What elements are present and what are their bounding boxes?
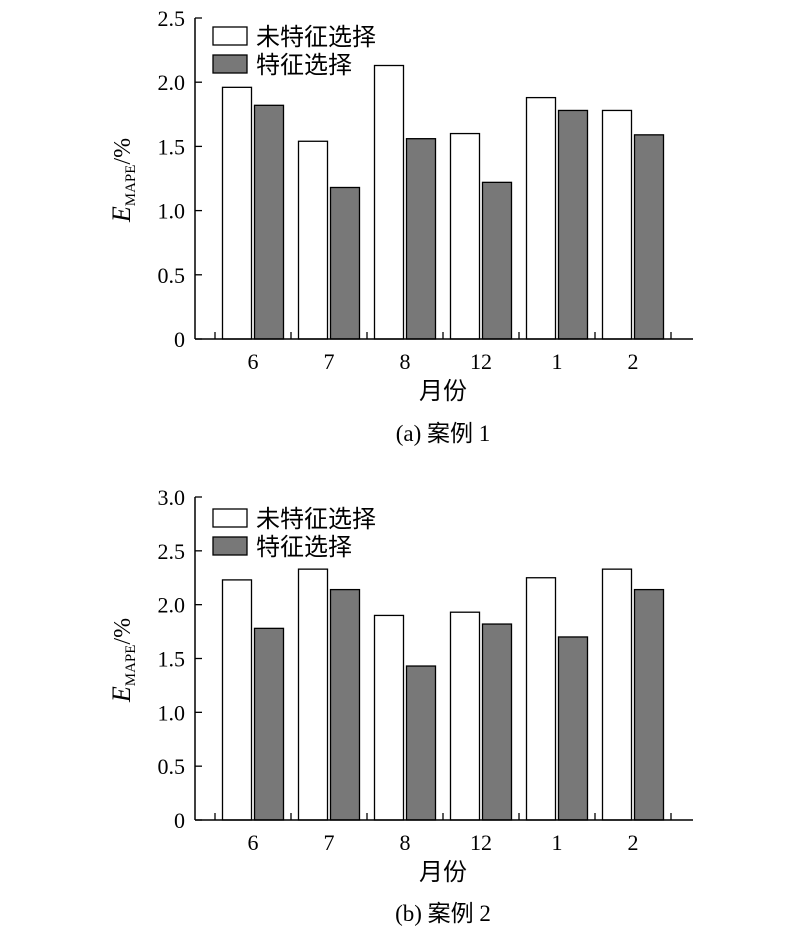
- x-tick-label: 6: [248, 349, 259, 374]
- x-axis-label: 月份: [419, 858, 467, 886]
- y-label-subscript: MAPE: [123, 165, 139, 207]
- bar-feature-selection-6: [253, 104, 285, 340]
- x-tick-label: 2: [628, 349, 639, 374]
- bar-feature-selection-2: [633, 588, 665, 821]
- bar-feature-selection-6: [253, 627, 285, 821]
- bar-feature-selection-1: [557, 636, 589, 821]
- bar-feature-selection-12: [481, 181, 513, 340]
- y-label-unit: /%: [110, 138, 136, 165]
- x-tick-label: 8: [400, 349, 411, 374]
- bar-no-feature-selection-7: [297, 140, 329, 340]
- x-tick-label: 7: [324, 349, 335, 374]
- y-label-unit: /%: [110, 618, 136, 645]
- y-label-main: E: [107, 206, 136, 223]
- y-tick-label: 0.5: [158, 754, 186, 779]
- x-tick-label: 6: [248, 830, 259, 855]
- bar-no-feature-selection-1: [525, 577, 557, 821]
- legend-swatch: [212, 536, 248, 556]
- bar-feature-selection-8: [405, 138, 437, 340]
- legend-label: 未特征选择: [256, 505, 376, 533]
- bar-feature-selection-7: [329, 588, 361, 821]
- y-tick-label: 2.5: [158, 6, 186, 31]
- y-tick-label: 0.5: [158, 263, 186, 288]
- y-tick-label: 2.5: [158, 539, 186, 564]
- legend-label: 特征选择: [256, 533, 352, 561]
- y-label-subscript: MAPE: [123, 645, 139, 687]
- legend-swatch: [212, 508, 248, 528]
- x-tick-label: 12: [470, 349, 492, 374]
- y-tick-label: 2.0: [158, 593, 186, 618]
- y-label-main: E: [107, 686, 136, 703]
- bar-feature-selection-8: [405, 665, 437, 821]
- x-tick-label: 12: [470, 830, 492, 855]
- x-tick-label: 8: [400, 830, 411, 855]
- bar-no-feature-selection-6: [221, 579, 253, 821]
- y-tick-label: 3.0: [158, 485, 186, 510]
- bar-feature-selection-7: [329, 186, 361, 340]
- chart-caption: (b) 案例 2: [395, 901, 491, 926]
- y-tick-label: 2.0: [158, 70, 186, 95]
- y-axis-label: EMAPE/%: [107, 618, 139, 703]
- legend-swatch: [212, 26, 248, 46]
- chart-caption: (a) 案例 1: [396, 421, 491, 446]
- x-tick-label: 1: [552, 349, 563, 374]
- x-tick-label: 2: [628, 830, 639, 855]
- chart-case-1: (a) 案例 1 6 7 8 12 1 200.51.01.52.02.5月份EMAPE/…: [107, 6, 693, 446]
- bar-feature-selection-12: [481, 623, 513, 821]
- bar-no-feature-selection-6: [221, 86, 253, 340]
- x-tick-label: 1: [552, 830, 563, 855]
- chart-case-2: (b) 案例 2 6 7 8 12 1 200.51.01.52.02.53.0月份EMA…: [107, 485, 693, 926]
- y-tick-label: 1.0: [158, 199, 186, 224]
- legend-label: 未特征选择: [256, 23, 376, 51]
- x-axis-label: 月份: [419, 377, 467, 405]
- bar-no-feature-selection-8: [373, 64, 405, 340]
- bar-no-feature-selection-8: [373, 614, 405, 821]
- bar-no-feature-selection-2: [601, 568, 633, 821]
- bar-no-feature-selection-12: [449, 132, 481, 340]
- y-tick-label: 1.0: [158, 700, 186, 725]
- legend-label: 特征选择: [256, 51, 352, 79]
- y-tick-label: 0: [174, 808, 185, 833]
- y-tick-label: 1.5: [158, 647, 186, 672]
- bar-feature-selection-1: [557, 109, 589, 340]
- bar-no-feature-selection-1: [525, 96, 557, 340]
- legend-swatch: [212, 54, 248, 74]
- x-tick-label: 7: [324, 830, 335, 855]
- bar-no-feature-selection-7: [297, 568, 329, 821]
- y-tick-label: 1.5: [158, 134, 186, 159]
- bar-no-feature-selection-12: [449, 611, 481, 821]
- bar-no-feature-selection-2: [601, 109, 633, 340]
- bar-feature-selection-2: [633, 134, 665, 340]
- y-tick-label: 0: [174, 327, 185, 352]
- y-axis-label: EMAPE/%: [107, 138, 139, 223]
